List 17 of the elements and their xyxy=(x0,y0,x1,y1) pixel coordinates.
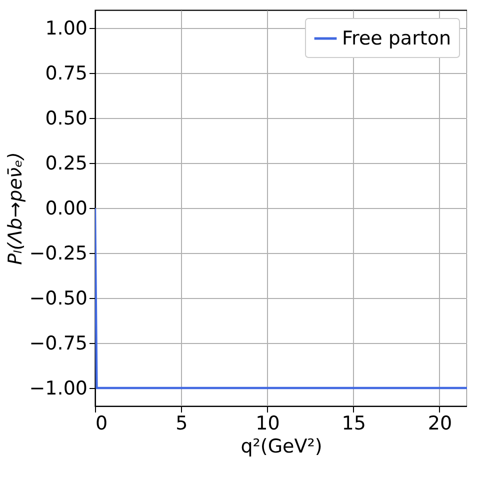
y-tick-label: 1.00 xyxy=(45,18,88,40)
y-tick-label: 0.00 xyxy=(45,198,88,220)
x-tick-label: 20 xyxy=(428,412,452,434)
x-tick-label: 15 xyxy=(342,412,366,434)
x-tick-label: 5 xyxy=(176,412,188,434)
x-tick-label: 10 xyxy=(256,412,280,434)
y-tick-label: 0.25 xyxy=(45,152,88,174)
x-tick-label: 0 xyxy=(96,412,108,434)
y-axis-title: Pₗ(Λb→peν̄ₑ) xyxy=(4,152,26,265)
y-tick-label: −1.00 xyxy=(29,378,88,400)
y-tick-label: 0.50 xyxy=(45,108,88,130)
y-tick-label: −0.50 xyxy=(29,288,88,310)
legend-label: Free parton xyxy=(342,28,451,50)
y-tick-label: 0.75 xyxy=(45,62,88,84)
y-tick-label: −0.75 xyxy=(29,332,88,354)
x-axis-title: q²(GeV²) xyxy=(240,436,322,458)
y-tick-label: −0.25 xyxy=(29,242,88,264)
